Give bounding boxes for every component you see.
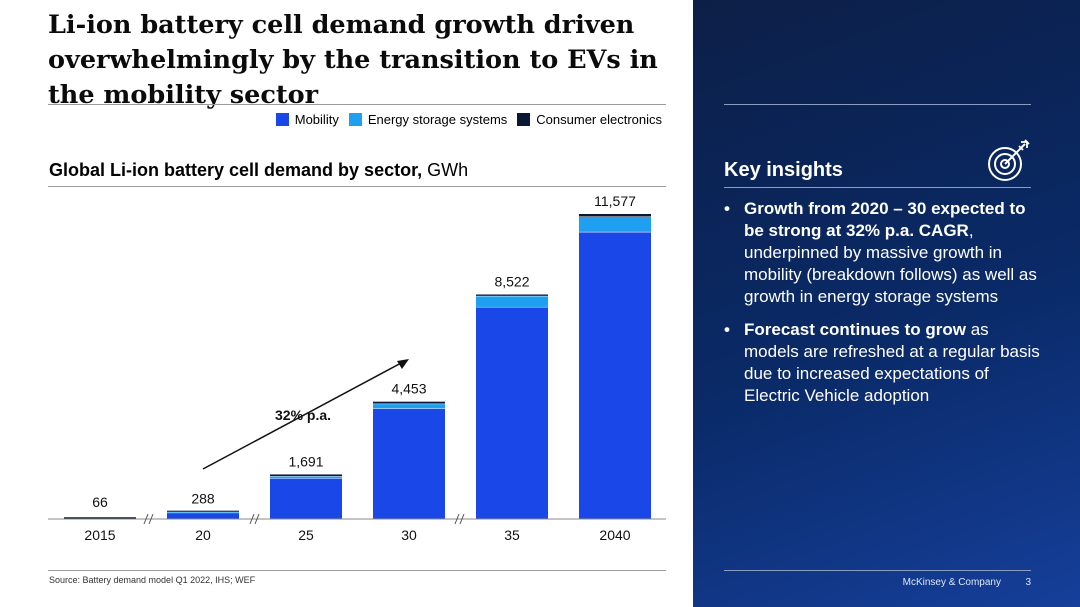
total-label: 8,522 xyxy=(494,273,529,289)
source-divider xyxy=(48,570,666,571)
legend-label: Mobility xyxy=(294,112,339,127)
page-title: Li-ion battery cell demand growth driven… xyxy=(48,10,658,110)
bar-segment-energy-storage-systems xyxy=(579,216,651,232)
bar-segment-consumer-electronics xyxy=(167,510,239,512)
bar-segment-consumer-electronics xyxy=(64,517,136,519)
bar-segment-energy-storage-systems xyxy=(476,295,548,307)
x-tick-label: 20 xyxy=(195,527,211,543)
axis-break-marker xyxy=(143,513,154,525)
bar-segment-energy-storage-systems xyxy=(167,511,239,513)
legend-item-consumer-electronics: Consumer electronics xyxy=(517,112,662,127)
chart-title: Global Li-ion battery cell demand by sec… xyxy=(49,160,468,181)
bar-segment-energy-storage-systems xyxy=(373,403,445,409)
bar-segment-consumer-electronics xyxy=(270,474,342,477)
insight-bold: Forecast continues to grow xyxy=(744,320,966,339)
legend-swatch-consumer-electronics xyxy=(517,113,531,126)
axis-break-marker xyxy=(249,513,260,525)
growth-arrow-head xyxy=(397,359,409,369)
chart-title-divider xyxy=(48,186,666,187)
bar-segment-mobility xyxy=(167,512,239,519)
insights-top-divider xyxy=(724,104,1031,105)
axis-break-marker xyxy=(454,513,465,525)
legend-item-energy-storage: Energy storage systems xyxy=(348,112,508,127)
insight-item: • Forecast continues to grow as models ar… xyxy=(724,319,1044,407)
growth-arrow-line xyxy=(202,361,404,470)
stacked-bar-chart: 66 2015 288 20 1,691 25 4,453 30 8,522 35 11,577 20… xyxy=(48,193,666,543)
source-note: Source: Battery demand model Q1 2022, IH… xyxy=(49,575,256,585)
insights-panel: Key insights • Growth from 2020 – 30 expe… xyxy=(693,0,1080,607)
x-tick-label: 35 xyxy=(504,527,520,543)
bar-segment-consumer-electronics xyxy=(476,294,548,296)
total-label: 66 xyxy=(92,494,108,510)
chart-title-text: Global Li-ion battery cell demand by sec… xyxy=(49,160,423,180)
x-tick-label: 2040 xyxy=(599,527,630,543)
bar-segment-mobility xyxy=(270,478,342,519)
insight-bold: Growth from 2020 – 30 expected to be str… xyxy=(744,199,1026,240)
total-label: 1,691 xyxy=(288,453,323,469)
legend-swatch-energy-storage xyxy=(348,113,362,126)
company-name: McKinsey & Company xyxy=(902,577,1001,588)
insight-text: , underpinned by massive growth in mobil… xyxy=(744,221,1037,306)
insights-list: • Growth from 2020 – 30 expected to be st… xyxy=(724,198,1044,418)
bullet-marker: • xyxy=(724,199,730,218)
bar-segment-consumer-electronics xyxy=(373,401,445,404)
main-panel: Li-ion battery cell demand growth driven… xyxy=(48,10,666,585)
target-icon xyxy=(988,139,1030,181)
legend-item-mobility: Mobility xyxy=(275,112,339,127)
insights-heading: Key insights xyxy=(724,159,843,181)
bar-segment-energy-storage-systems xyxy=(270,476,342,479)
insight-item: • Growth from 2020 – 30 expected to be st… xyxy=(724,198,1044,308)
bar-segment-mobility xyxy=(579,231,651,519)
chart-legend: Mobility Energy storage systems Consumer… xyxy=(275,112,662,127)
bar-segment-consumer-electronics xyxy=(579,214,651,217)
x-tick-label: 2015 xyxy=(84,527,115,543)
insights-heading-divider xyxy=(724,187,1031,188)
chart-unit: GWh xyxy=(427,160,469,180)
total-label: 4,453 xyxy=(391,381,426,397)
x-tick-label: 25 xyxy=(298,527,314,543)
x-tick-label: 30 xyxy=(401,527,417,543)
bullet-marker: • xyxy=(724,320,730,339)
legend-label: Energy storage systems xyxy=(367,112,508,127)
title-divider xyxy=(48,104,666,105)
cagr-annotation: 32% p.a. xyxy=(275,407,331,423)
legend-swatch-mobility xyxy=(275,113,289,126)
footer-divider xyxy=(724,570,1031,571)
insight-text: as models are refreshed at a regular bas… xyxy=(744,320,1040,405)
bar-segment-mobility xyxy=(373,408,445,519)
page-number: 3 xyxy=(1025,577,1031,588)
legend-label: Consumer electronics xyxy=(536,112,662,127)
total-label: 288 xyxy=(191,490,215,506)
bar-segment-mobility xyxy=(476,306,548,519)
total-label: 11,577 xyxy=(594,193,636,209)
